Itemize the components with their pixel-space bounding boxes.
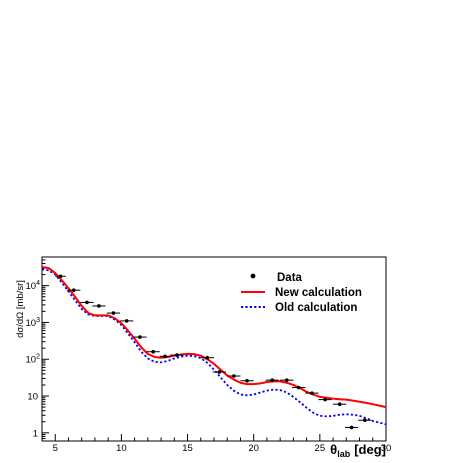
data-point-marker [310, 391, 314, 395]
data-point [240, 378, 254, 383]
data-point-marker [163, 354, 167, 359]
data-point-marker [97, 304, 101, 308]
x-tick-label: 25 [315, 443, 326, 454]
legend-label: New calculation [275, 287, 362, 299]
legend: Data New calculation Old calculation [241, 272, 362, 314]
data-point [305, 391, 319, 395]
y-tick-label: 1 [33, 428, 38, 439]
legend-entry: Data [250, 272, 303, 284]
plot-frame [41, 256, 387, 442]
data-point-marker [138, 335, 142, 339]
data-point [55, 274, 66, 279]
data-point-marker [296, 385, 301, 390]
x-tick-label: 20 [248, 443, 259, 454]
legend-data-marker [250, 273, 256, 279]
data-point [227, 374, 241, 378]
data-point-marker [337, 402, 342, 407]
data-point [318, 397, 332, 402]
y-tick-label: 104 [26, 280, 41, 292]
data-point [344, 425, 359, 430]
x-tick-label: 5 [53, 443, 58, 454]
data-point [120, 319, 134, 323]
data-point [265, 378, 279, 382]
data-point [92, 304, 106, 308]
series-line-new-calculation [41, 266, 387, 409]
data-point [200, 355, 214, 360]
x-tick-label: 10 [116, 443, 127, 454]
x-axis-label-sub: lab [337, 449, 351, 459]
data-point-marker [363, 418, 367, 423]
x-axis-label-unit: [deg] [354, 442, 386, 457]
data-point-marker [323, 397, 327, 402]
data-point-marker [284, 378, 289, 382]
legend-label: Data [277, 272, 303, 284]
legend-entry: Old calculation [241, 302, 357, 314]
y-tick-label: 102 [26, 354, 41, 366]
data-point [292, 385, 306, 390]
data-point-marker [124, 319, 129, 323]
series-layer [41, 266, 387, 430]
data-point [280, 378, 294, 382]
data-point [159, 354, 171, 359]
y-axis-label: dσ/dΩ [mb/sr] [15, 280, 26, 338]
data-point-marker [85, 300, 89, 305]
data-point [212, 370, 226, 374]
plot-border [41, 256, 387, 442]
x-axis-label-main: θ [330, 442, 337, 457]
data-point-marker [270, 378, 275, 382]
data-point-marker [232, 374, 236, 378]
data-point [333, 402, 347, 407]
x-axis-label: θlab [deg] [330, 442, 386, 459]
data-point-marker [151, 349, 155, 354]
data-point-marker [175, 353, 179, 357]
legend-label: Old calculation [275, 302, 357, 314]
data-point-marker [349, 425, 354, 430]
x-tick-label: 30 [381, 443, 392, 454]
axis-ticks: 5 10 15 20 25 30 1 10 102 103 104 [26, 256, 392, 454]
data-point [80, 300, 94, 305]
legend-entry: New calculation [241, 287, 362, 299]
data-point [133, 335, 147, 339]
data-point-marker [71, 288, 76, 293]
data-point-marker [205, 355, 210, 360]
y-tick-label: 10 [27, 392, 38, 403]
data-point-marker [111, 311, 116, 315]
data-point-marker [58, 274, 63, 279]
data-point [146, 349, 160, 354]
data-point [358, 418, 372, 423]
y-tick-label: 103 [26, 317, 41, 329]
data-point [67, 288, 81, 293]
data-point-marker [217, 370, 222, 374]
data-point [106, 311, 121, 315]
data-point-marker [245, 378, 249, 383]
data-point [170, 353, 184, 357]
x-tick-label: 15 [182, 443, 193, 454]
